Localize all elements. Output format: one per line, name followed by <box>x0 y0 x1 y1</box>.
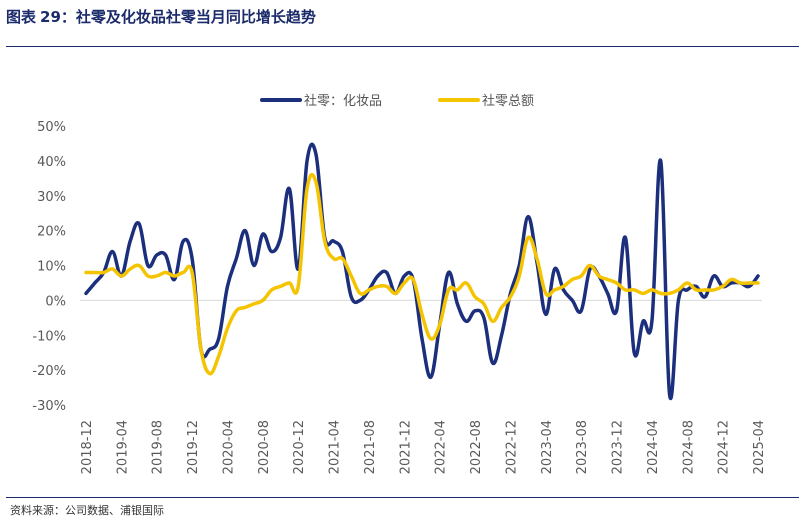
legend-item-cosmetics: 社零：化妆品 <box>262 93 382 109</box>
y-tick-label: 0% <box>45 294 66 309</box>
x-tick-label: 2023-08 <box>575 420 590 474</box>
x-tick-label: 2020-12 <box>292 420 307 474</box>
x-tick-label: 2023-12 <box>611 420 626 474</box>
y-tick-label: -10% <box>32 329 66 344</box>
legend-label: 社零总额 <box>482 93 534 109</box>
y-tick-label: -30% <box>32 399 66 414</box>
x-tick-label: 2022-04 <box>434 420 449 474</box>
y-tick-label: 10% <box>37 260 66 275</box>
x-tick-label: 2018-12 <box>80 420 95 474</box>
legend-label: 社零：化妆品 <box>304 93 382 109</box>
x-tick-label: 2021-04 <box>328 420 343 474</box>
legend-item-total: 社零总额 <box>440 93 534 109</box>
x-tick-label: 2021-12 <box>398 420 413 474</box>
x-tick-label: 2021-08 <box>363 420 378 474</box>
x-tick-label: 2019-04 <box>115 420 130 474</box>
y-tick-label: 30% <box>37 190 66 205</box>
x-tick-label: 2025-04 <box>752 420 767 474</box>
x-tick-label: 2020-04 <box>221 420 236 474</box>
y-tick-label: 40% <box>37 155 66 170</box>
x-tick-label: 2024-04 <box>646 420 661 474</box>
x-tick-label: 2022-08 <box>469 420 484 474</box>
x-tick-label: 2019-08 <box>151 420 166 474</box>
legend: 社零：化妆品 社零总额 <box>262 93 534 109</box>
series-lines <box>86 144 758 398</box>
x-axis: 2018-12 2019-04 2019-08 2019-12 2020-04 2020-… <box>80 300 767 474</box>
x-tick-label: 2022-12 <box>504 420 519 474</box>
source-divider <box>6 497 799 498</box>
source-note: 资料来源：公司数据、浦银国际 <box>10 502 164 518</box>
y-tick-label: -20% <box>32 364 66 379</box>
x-tick-label: 2019-12 <box>186 420 201 474</box>
y-tick-label: 50% <box>37 120 66 135</box>
x-tick-label: 2024-08 <box>681 420 696 474</box>
line-chart: 社零：化妆品 社零总额 -30% -20% -10% 0% 10% 20% 30% 40% 50%… <box>0 0 805 522</box>
x-tick-label: 2020-08 <box>257 420 272 474</box>
x-tick-label: 2023-04 <box>540 420 555 474</box>
x-tick-label: 2024-12 <box>717 420 732 474</box>
y-axis: -30% -20% -10% 0% 10% 20% 30% 40% 50% <box>32 120 66 414</box>
y-tick-label: 20% <box>37 225 66 240</box>
